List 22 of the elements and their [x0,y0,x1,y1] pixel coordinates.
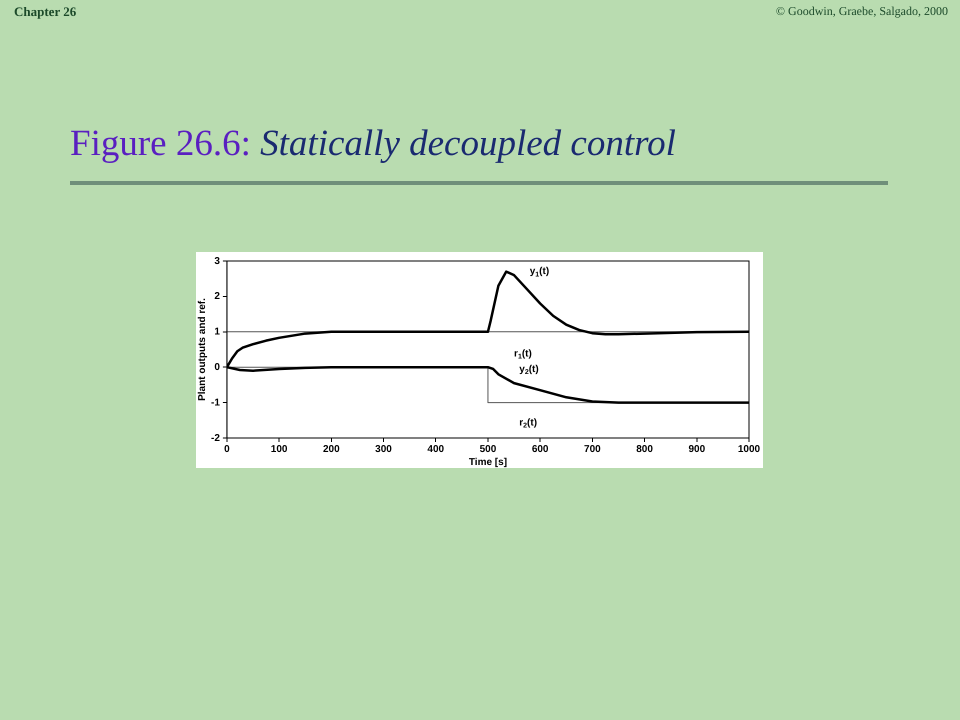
y-tick-label: 0 [214,362,220,373]
x-tick-label: 900 [688,444,706,455]
x-tick-label: 700 [584,444,602,455]
text: © Goodwin, Graebe, Salgado, 2000 [776,4,948,19]
y-tick-label: -2 [210,432,220,444]
y-tick-label: -1 [210,397,220,408]
x-tick-label: 400 [427,444,445,455]
x-tick-label: 0 [224,444,230,455]
x-tick-label: 100 [270,444,288,455]
x-tick-label: 500 [480,444,497,455]
y-tick-label: 2 [214,291,220,302]
x-tick-label: 300 [375,444,392,455]
y-axis-title: Plant outputs and ref. [196,298,208,401]
y-tick-label: 1 [214,326,220,338]
y-tick-label: 3 [214,256,220,267]
text: Chapter 26 [14,4,76,20]
x-tick-label: 600 [532,444,549,455]
x-tick-label: 800 [636,444,654,455]
chart-title: Figure 26.6: Statically decoupled control [70,123,676,164]
x-axis-title: Time [s] [468,456,508,468]
x-tick-label: 200 [322,444,340,455]
x-tick-label: 1000 [738,444,761,455]
